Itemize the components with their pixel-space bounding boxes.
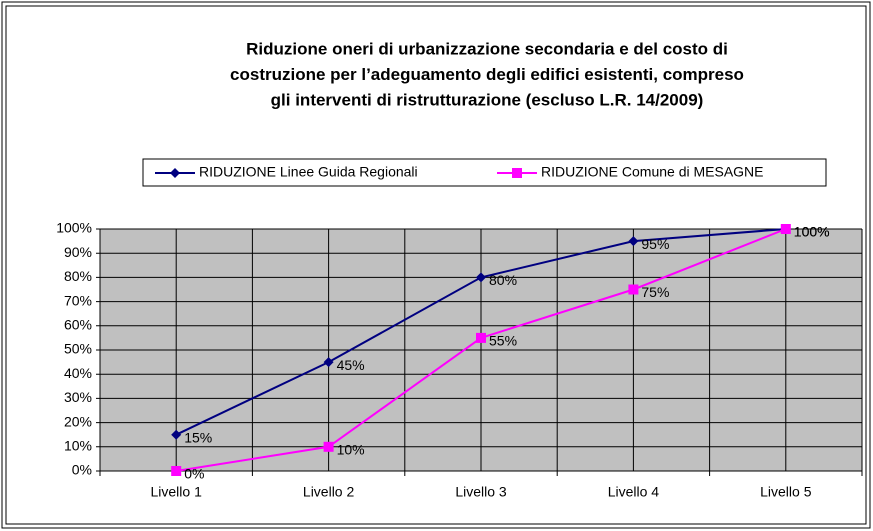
y-tick-label: 20% [64,413,92,429]
y-tick-label: 100% [56,220,92,236]
legend-marker [170,168,180,178]
legend-marker [512,168,522,178]
y-tick-label: 40% [64,365,92,381]
point [476,332,486,343]
y-tick-label: 70% [64,292,92,308]
x-tick-label: Livello 1 [151,484,203,500]
legend-box [142,158,827,187]
data-label: 10% [337,442,365,458]
data-label: 0% [184,466,204,482]
point [323,441,334,452]
y-tick-label: 10% [64,438,92,454]
chart-title: Riduzione oneri di urbanizzazione second… [246,39,728,58]
inner-border [5,5,867,525]
chart-title: gli interventi di ristrutturazione (escl… [271,90,704,109]
point [476,272,486,283]
data-label: 100% [794,224,830,240]
data-label: 80% [489,272,517,288]
x-tick-label: Livello 3 [455,484,507,500]
y-tick-label: 60% [64,317,92,333]
point [628,284,639,295]
data-label: 45% [337,357,365,373]
y-tick-label: 0% [72,462,92,478]
data-label: 75% [641,284,669,300]
x-tick-label: Livello 4 [608,484,660,500]
legend-label: RIDUZIONE Linee Guida Regionali [199,164,418,180]
chart-title: costruzione per l’adeguamento degli edif… [230,65,744,84]
x-tick-label: Livello 2 [303,484,355,500]
point [780,224,791,234]
y-tick-label: 30% [64,389,92,405]
data-label: 95% [641,236,669,252]
point [323,357,334,368]
legend-label: RIDUZIONE Comune di MESAGNE [541,164,764,180]
x-tick-label: Livello 5 [760,484,812,500]
data-label: 15% [184,429,212,445]
point [171,429,182,440]
data-label: 100% [794,224,830,240]
data-label: 55% [489,333,517,349]
y-tick-label: 50% [64,341,92,357]
y-tick-label: 90% [64,244,92,260]
point [171,466,182,476]
point [628,236,639,247]
y-tick-label: 80% [64,268,92,284]
